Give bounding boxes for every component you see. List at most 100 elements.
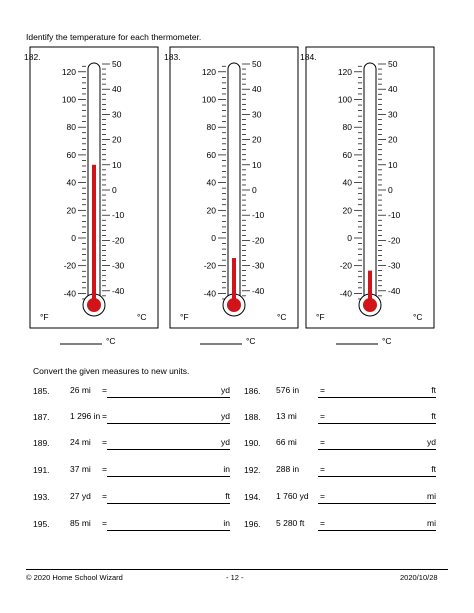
answer-line[interactable]	[318, 397, 436, 398]
thermometer-panel	[305, 46, 435, 329]
celsius-label: 20	[112, 135, 122, 145]
celsius-label: 20	[388, 135, 398, 145]
celsius-label: -40	[112, 286, 125, 296]
thermometer-section: 182.120100806040200-20-4050403020100-10-…	[24, 46, 435, 346]
celsius-label: 50	[388, 59, 398, 69]
answer-line[interactable]	[107, 449, 230, 450]
given-measure: 288 in	[276, 464, 300, 474]
fahrenheit-label: -20	[204, 261, 217, 271]
fahrenheit-label: 60	[67, 150, 77, 160]
celsius-label: -20	[252, 235, 265, 245]
fahrenheit-label: -20	[340, 261, 353, 271]
fahrenheit-label: 40	[67, 178, 77, 188]
fahrenheit-label: 80	[207, 122, 217, 132]
problem-number: 194.	[244, 492, 261, 502]
footer-copyright: © 2020 Home School Wizard	[26, 573, 123, 582]
fahrenheit-label: 0	[71, 233, 76, 243]
problem-number: 195.	[33, 519, 50, 529]
celsius-label: 30	[112, 109, 122, 119]
answer-line[interactable]	[318, 476, 436, 477]
thermometer-instructions: Identify the temperature for each thermo…	[26, 32, 202, 42]
celsius-label: -10	[112, 210, 125, 220]
problem-number: 193.	[33, 492, 50, 502]
answer-line[interactable]	[318, 503, 436, 504]
celsius-label: 50	[112, 59, 122, 69]
fahrenheit-label: 60	[207, 150, 217, 160]
target-unit: mi	[427, 518, 436, 528]
footer-page-number: - 12 -	[226, 573, 244, 582]
celsius-label: 40	[112, 84, 122, 94]
given-measure: 576 in	[276, 385, 300, 395]
mercury-column	[232, 258, 236, 305]
fahrenheit-label: -20	[64, 261, 77, 271]
fahrenheit-label: 100	[338, 95, 352, 105]
fahrenheit-label: 80	[67, 122, 77, 132]
mercury-column	[92, 164, 96, 305]
celsius-unit-label: °C	[413, 312, 423, 322]
fahrenheit-label: 40	[343, 178, 353, 188]
answer-line[interactable]	[107, 476, 230, 477]
mercury-bulb	[363, 298, 377, 312]
mercury-bulb	[87, 298, 101, 312]
footer-divider	[26, 569, 448, 570]
celsius-label: 40	[252, 84, 262, 94]
answer-line[interactable]	[318, 449, 436, 450]
equals-sign: =	[102, 491, 107, 501]
fahrenheit-label: 0	[211, 233, 216, 243]
equals-sign: =	[102, 437, 107, 447]
answer-line[interactable]	[318, 423, 436, 424]
problem-number: 185.	[33, 386, 50, 396]
footer-date: 2020/10/28	[400, 573, 438, 582]
fahrenheit-unit-label: °F	[40, 312, 49, 322]
given-measure: 1 296 in	[70, 411, 101, 421]
celsius-label: -30	[252, 261, 265, 271]
celsius-unit-label: °C	[277, 312, 287, 322]
fahrenheit-label: 60	[343, 150, 353, 160]
answer-unit: °C	[106, 336, 116, 346]
fahrenheit-label: 100	[202, 95, 216, 105]
celsius-label: 0	[388, 185, 393, 195]
celsius-label: 10	[112, 160, 122, 170]
answer-line[interactable]	[107, 423, 230, 424]
equals-sign: =	[320, 464, 325, 474]
fahrenheit-label: 100	[62, 95, 76, 105]
target-unit: ft	[431, 385, 436, 395]
answer-unit: °C	[382, 336, 392, 346]
problem-number: 191.	[33, 465, 50, 475]
problem-number: 182.	[24, 52, 41, 62]
celsius-label: -20	[112, 235, 125, 245]
equals-sign: =	[102, 464, 107, 474]
thermometer-panel	[29, 46, 159, 329]
target-unit: ft	[225, 491, 230, 501]
answer-line[interactable]	[107, 397, 230, 398]
answer-unit: °C	[246, 336, 256, 346]
answer-line[interactable]	[318, 530, 436, 531]
target-unit: in	[223, 518, 230, 528]
target-unit: yd	[221, 411, 230, 421]
celsius-label: -10	[252, 210, 265, 220]
celsius-label: 30	[388, 109, 398, 119]
equals-sign: =	[102, 518, 107, 528]
problem-number: 187.	[33, 412, 50, 422]
celsius-label: 50	[252, 59, 262, 69]
celsius-unit-label: °C	[137, 312, 147, 322]
fahrenheit-unit-label: °F	[316, 312, 325, 322]
celsius-label: -10	[388, 210, 401, 220]
equals-sign: =	[102, 411, 107, 421]
celsius-label: 0	[112, 185, 117, 195]
answer-line[interactable]	[107, 503, 230, 504]
celsius-label: -40	[252, 286, 265, 296]
given-measure: 66 mi	[276, 437, 297, 447]
problem-number: 186.	[244, 386, 261, 396]
celsius-label: 20	[252, 135, 262, 145]
target-unit: yd	[221, 385, 230, 395]
conversion-instructions: Convert the given measures to new units.	[33, 366, 190, 376]
fahrenheit-label: 120	[202, 67, 216, 77]
problem-number: 189.	[33, 438, 50, 448]
celsius-label: -20	[388, 235, 401, 245]
mercury-bulb	[227, 298, 241, 312]
target-unit: mi	[427, 491, 436, 501]
equals-sign: =	[102, 385, 107, 395]
answer-line[interactable]	[107, 530, 230, 531]
given-measure: 27 yd	[70, 491, 91, 501]
